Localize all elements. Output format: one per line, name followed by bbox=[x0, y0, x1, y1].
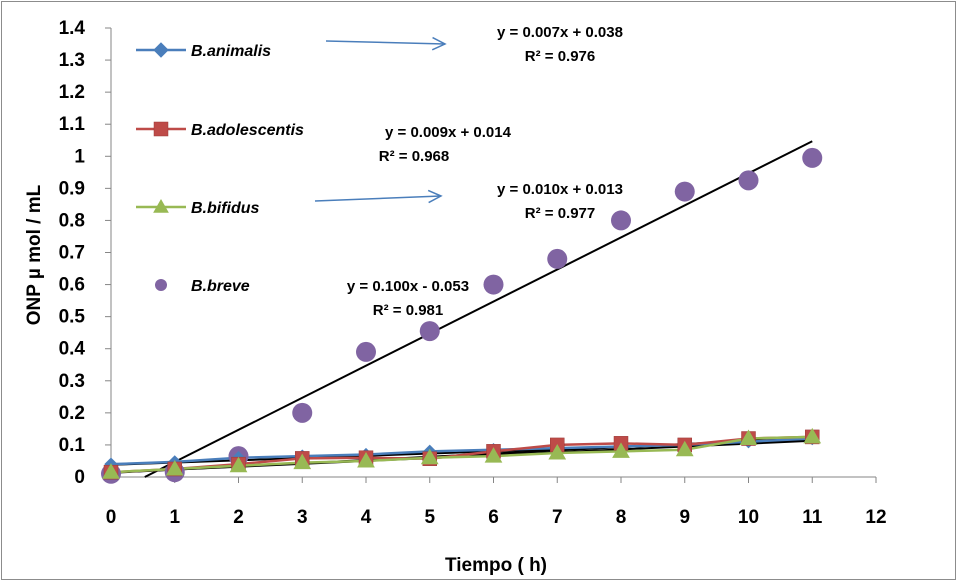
data-point bbox=[675, 440, 694, 457]
x-tick-label: 1 bbox=[169, 507, 180, 528]
x-tick-label: 10 bbox=[738, 507, 759, 528]
x-tick-label: 7 bbox=[552, 507, 563, 528]
y-tick-label: 1.1 bbox=[59, 114, 86, 135]
x-tick-label: 6 bbox=[488, 507, 499, 528]
x-tick-label: 2 bbox=[233, 507, 244, 528]
x-tick-label: 8 bbox=[616, 507, 627, 528]
x-tick-label: 5 bbox=[424, 507, 435, 528]
x-axis-title: Tiempo ( h) bbox=[445, 555, 547, 576]
legend-label: B.adolescentis bbox=[191, 122, 304, 139]
data-point bbox=[292, 402, 313, 423]
trendline-r2: R² = 0.977 bbox=[525, 205, 595, 222]
trendline-equation: y = 0.007x + 0.038 bbox=[497, 24, 623, 41]
y-tick-label: 0.5 bbox=[59, 307, 86, 328]
data-point bbox=[484, 447, 503, 463]
y-tick-label: 0.9 bbox=[59, 178, 85, 199]
legend-marker bbox=[153, 42, 169, 58]
data-point bbox=[165, 459, 184, 476]
x-tick-label: 9 bbox=[679, 507, 690, 528]
y-tick-label: 0.2 bbox=[59, 403, 85, 424]
data-point bbox=[548, 443, 567, 460]
y-tick-label: 0.6 bbox=[59, 275, 85, 296]
y-tick-label: 0 bbox=[74, 467, 85, 488]
data-point bbox=[612, 442, 630, 458]
data-point bbox=[357, 451, 375, 468]
legend-label: B.animalis bbox=[191, 43, 271, 60]
series-lines bbox=[110, 435, 813, 474]
data-point bbox=[547, 248, 568, 269]
series-line-b-bifidus bbox=[110, 435, 813, 474]
trendline-r2: R² = 0.968 bbox=[379, 148, 449, 165]
annotation-arrowhead bbox=[427, 189, 443, 204]
data-point bbox=[420, 448, 439, 465]
y-tick-label: 1.4 bbox=[59, 18, 86, 39]
data-point bbox=[483, 274, 504, 295]
trendline-r2: R² = 0.976 bbox=[525, 48, 595, 65]
data-point bbox=[674, 181, 695, 202]
annotation-arrow bbox=[314, 195, 442, 202]
data-point bbox=[356, 341, 376, 362]
data-point bbox=[802, 147, 823, 168]
y-axis-title: ONP µ mol / mL bbox=[24, 184, 45, 325]
y-tick-label: 0.3 bbox=[59, 371, 85, 392]
legend-label: B.breve bbox=[191, 278, 250, 295]
x-tick-label: 0 bbox=[106, 507, 117, 528]
legend-label: B.bifidus bbox=[191, 200, 260, 217]
trendline-equation: y = 0.100x - 0.053 bbox=[347, 278, 469, 295]
data-markers bbox=[101, 147, 823, 484]
legend-marker bbox=[153, 198, 169, 213]
data-point bbox=[419, 321, 440, 342]
x-tick-label: 4 bbox=[361, 507, 372, 528]
annotation-arrowhead bbox=[431, 36, 447, 51]
annotation-arrow bbox=[325, 40, 446, 45]
trendline-r2: R² = 0.981 bbox=[373, 302, 443, 319]
data-point bbox=[293, 453, 312, 470]
trendline-equation: y = 0.010x + 0.013 bbox=[497, 181, 623, 198]
data-point bbox=[611, 210, 631, 231]
series-line-b-adolescentis bbox=[110, 435, 813, 474]
data-point bbox=[229, 456, 248, 473]
x-tick-label: 12 bbox=[865, 507, 886, 528]
y-tick-label: 1 bbox=[74, 146, 85, 167]
trendlines bbox=[110, 140, 813, 478]
legend-marker bbox=[155, 279, 167, 291]
y-tick-label: 0.8 bbox=[59, 210, 85, 231]
x-tick-label: 3 bbox=[297, 507, 308, 528]
data-point bbox=[803, 427, 822, 444]
data-point bbox=[739, 429, 758, 446]
data-point bbox=[738, 170, 759, 191]
x-tick-label: 11 bbox=[802, 507, 823, 528]
y-tick-label: 1.3 bbox=[59, 50, 85, 71]
y-tick-label: 0.1 bbox=[59, 435, 86, 456]
data-point bbox=[102, 463, 120, 479]
y-tick-label: 0.4 bbox=[59, 339, 86, 360]
trendline-equation: y = 0.009x + 0.014 bbox=[385, 124, 512, 141]
legend-marker bbox=[153, 121, 169, 137]
y-tick-label: 1.2 bbox=[59, 82, 85, 103]
trendline-annotations: y = 0.007x + 0.038 R² = 0.976 y = 0.009x +… bbox=[314, 24, 623, 319]
trendline-b-breve bbox=[144, 140, 813, 478]
legend: B.animalis B.adolescentis B.bifidus B.breve bbox=[136, 42, 304, 295]
y-tick-label: 0.7 bbox=[59, 243, 85, 264]
axes: 0 1 2 3 4 5 6 7 8 9 10 11 1200.10.20.30.40.50.60.70.… bbox=[59, 18, 887, 528]
